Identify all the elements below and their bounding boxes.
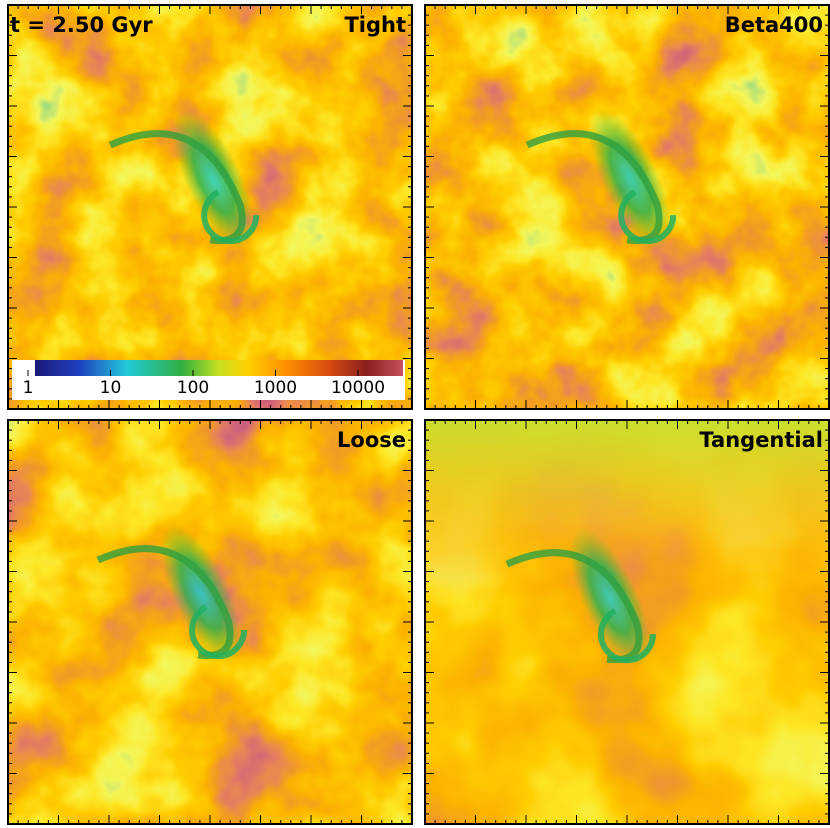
arm: [525, 130, 663, 245]
arm: [108, 130, 246, 245]
ring: [189, 601, 248, 660]
colorbar: 1 10 100 1000 10000: [12, 360, 405, 400]
panel: Loose: [7, 419, 413, 825]
panel: Tight: [7, 4, 413, 410]
panel-label: Tangential: [699, 428, 823, 452]
ring: [598, 605, 656, 664]
panel-label: Beta400: [725, 13, 823, 37]
arm: [96, 545, 234, 660]
colorbar-tick-label: 10000: [331, 378, 385, 398]
colorbar-tick-label: 1000: [254, 378, 297, 398]
panel: Tangential: [424, 419, 830, 825]
panel: Beta400: [424, 4, 830, 410]
arm: [505, 549, 643, 664]
panel-label: Tight: [344, 13, 406, 37]
colorbar-ramp: [35, 360, 403, 376]
ring: [618, 186, 677, 245]
ring: [201, 186, 260, 245]
panel-label: Loose: [337, 428, 406, 452]
time-label: t = 2.50 Gyr: [10, 13, 153, 37]
colorbar-tick-label: 100: [177, 378, 209, 398]
colorbar-tick-label: 1: [23, 378, 34, 398]
colorbar-tick-label: 10: [100, 378, 122, 398]
